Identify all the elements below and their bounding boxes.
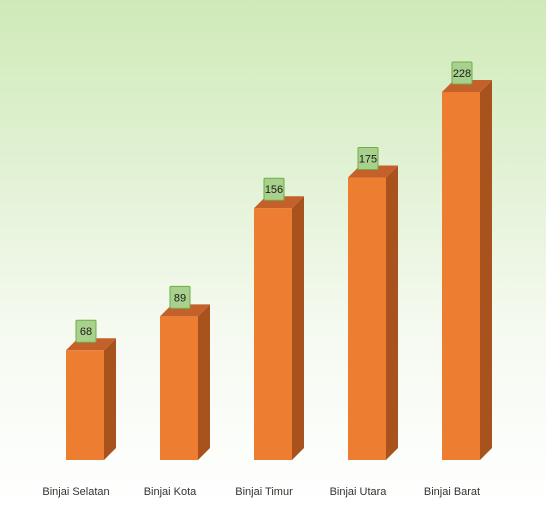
bar-side xyxy=(104,338,116,460)
bar-side xyxy=(386,165,398,460)
data-label: 68 xyxy=(80,326,92,338)
x-tick-label: Binjai Selatan xyxy=(42,486,109,498)
bar-side xyxy=(292,196,304,461)
bar xyxy=(254,208,292,460)
data-label: 175 xyxy=(359,154,377,166)
x-tick-label: Binjai Timur xyxy=(235,486,293,498)
data-label: 156 xyxy=(265,184,283,196)
data-label-box xyxy=(263,177,285,201)
data-label-box xyxy=(169,285,191,309)
bar xyxy=(160,316,198,460)
bar xyxy=(442,92,480,460)
data-label-box xyxy=(451,61,473,85)
x-tick-label: Binjai Utara xyxy=(330,486,388,498)
bar xyxy=(348,177,386,460)
x-tick-label: Binjai Barat xyxy=(424,486,480,498)
bar-side xyxy=(198,304,210,460)
data-label: 228 xyxy=(453,68,471,80)
x-tick-label: Binjai Kota xyxy=(144,486,197,498)
bar xyxy=(66,350,104,460)
data-label-box xyxy=(75,319,97,343)
data-label: 89 xyxy=(174,292,186,304)
bar-side xyxy=(480,80,492,460)
data-label-box xyxy=(357,147,379,171)
